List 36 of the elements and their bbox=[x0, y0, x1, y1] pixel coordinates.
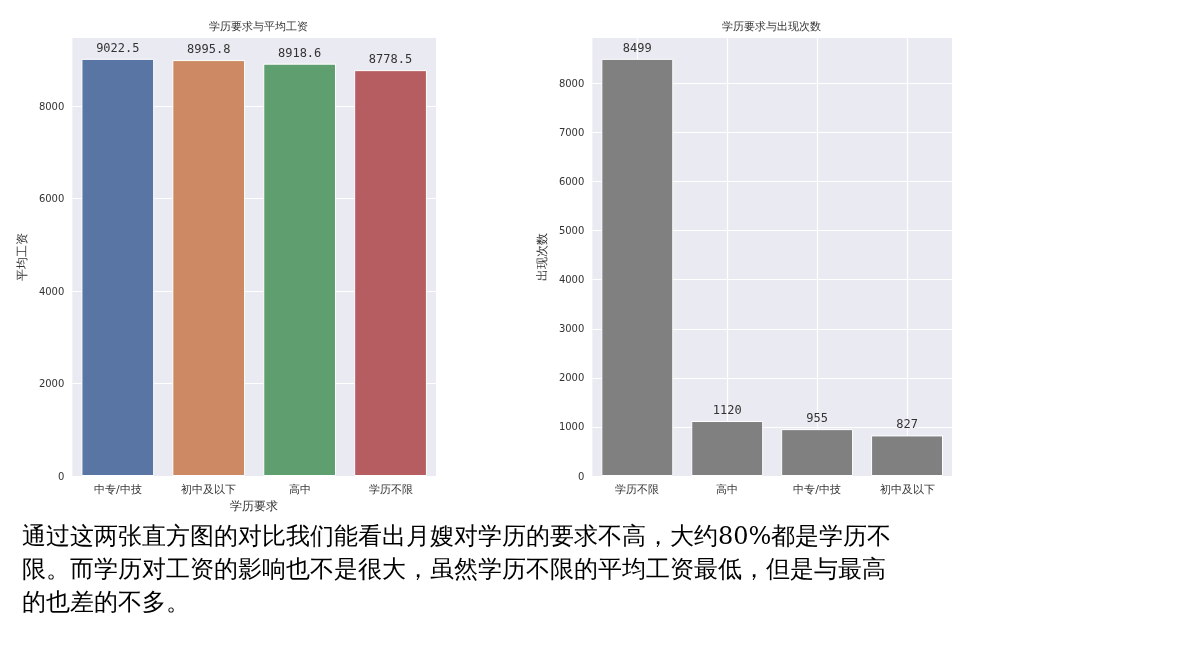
data-label: 827 bbox=[896, 417, 918, 432]
x-tick-label: 初中及以下 bbox=[181, 483, 237, 496]
x-tick-label: 高中 bbox=[288, 483, 311, 496]
y-tick-label: 3000 bbox=[558, 323, 585, 335]
data-label: 9022.5 bbox=[96, 40, 140, 55]
x-axis-title: 学历要求 bbox=[230, 499, 279, 513]
y-tick-label: 2000 bbox=[38, 378, 65, 390]
x-tick-label: 中专/中技 bbox=[793, 483, 841, 496]
y-tick-label: 6000 bbox=[38, 193, 65, 205]
data-label: 8499 bbox=[622, 40, 652, 55]
chart-title: 学历要求与出现次数 bbox=[722, 20, 821, 33]
x-tick-label: 学历不限 bbox=[368, 483, 413, 496]
text: 通过这两张直方图的对比我们能看出月嫂对学历的要求不高，大约80%都是学历不限。而学历对工资的影响也不是很大，虽然学历不限的平均工资最低，但是与最高的也差的不多。 bbox=[22, 521, 893, 618]
y-tick-label: 2000 bbox=[558, 372, 585, 384]
data-label: 8918.6 bbox=[277, 45, 322, 60]
y-tick-label: 1000 bbox=[558, 421, 585, 433]
x-tick-label: 中专/中技 bbox=[93, 483, 142, 496]
y-axis-title: 平均工资 bbox=[15, 233, 29, 281]
data-label: 1120 bbox=[712, 403, 742, 418]
x-tick-label: 高中 bbox=[716, 483, 739, 496]
y-tick-label: 5000 bbox=[558, 225, 585, 237]
y-tick-label: 8000 bbox=[558, 77, 585, 89]
x-tick-label: 初中及以下 bbox=[879, 483, 935, 496]
data-label: 8778.5 bbox=[368, 52, 413, 67]
y-tick-label: 0 bbox=[577, 470, 585, 482]
y-tick-label: 4000 bbox=[38, 285, 65, 297]
y-tick-label: 8000 bbox=[38, 100, 65, 112]
y-tick-label: 6000 bbox=[558, 176, 585, 188]
chart-title: 学历要求与平均工资 bbox=[208, 20, 308, 33]
x-tick-label: 学历不限 bbox=[615, 483, 660, 496]
data-label: 955 bbox=[806, 411, 828, 426]
y-axis-title: 出现次数 bbox=[535, 233, 549, 281]
y-tick-label: 4000 bbox=[558, 274, 585, 286]
y-tick-label: 7000 bbox=[558, 126, 585, 138]
y-tick-label: 0 bbox=[57, 470, 65, 482]
data-label: 8995.8 bbox=[187, 42, 231, 57]
